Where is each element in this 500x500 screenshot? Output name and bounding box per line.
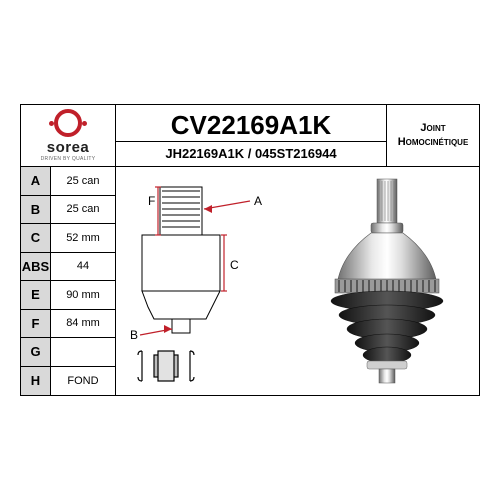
spec-val: 44	[51, 253, 115, 281]
spec-key: A	[21, 167, 51, 195]
spec-val: 52 mm	[51, 224, 115, 252]
type-line-1: Joint	[420, 122, 445, 134]
callout-a: A	[254, 194, 262, 208]
spec-key: E	[21, 281, 51, 309]
section-icon	[136, 345, 196, 387]
spec-val: 90 mm	[51, 281, 115, 309]
spec-key: C	[21, 224, 51, 252]
brand-logo: sorea DRIVEN BY QUALITY	[41, 109, 96, 162]
part-number: CV22169A1K	[116, 106, 386, 142]
brand-tagline: DRIVEN BY QUALITY	[41, 156, 96, 162]
spec-row: C 52 mm	[21, 224, 115, 253]
title-cell: CV22169A1K JH22169A1K / 045ST216944	[116, 105, 387, 166]
spec-val: 25 can	[51, 167, 115, 195]
spec-val: 84 mm	[51, 310, 115, 338]
spec-row: B 25 can	[21, 196, 115, 225]
spec-val: 25 can	[51, 196, 115, 224]
spec-key: H	[21, 367, 51, 396]
spec-row: A 25 can	[21, 167, 115, 196]
spec-table: A 25 can B 25 can C 52 mm ABS 44 E 90 mm…	[21, 167, 116, 395]
type-cell: Joint Homocinétique	[387, 105, 479, 166]
spec-card: sorea DRIVEN BY QUALITY CV22169A1K JH221…	[20, 104, 480, 396]
spec-row: ABS 44	[21, 253, 115, 282]
spec-val: FOND	[51, 367, 115, 396]
type-line-2: Homocinétique	[398, 136, 469, 148]
callout-c: C	[230, 258, 239, 272]
spec-val	[51, 338, 115, 366]
spec-row: F 84 mm	[21, 310, 115, 339]
body-row: A 25 can B 25 can C 52 mm ABS 44 E 90 mm…	[21, 167, 479, 395]
alt-numbers: JH22169A1K / 045ST216944	[116, 142, 386, 165]
spec-key: F	[21, 310, 51, 338]
logo-cell: sorea DRIVEN BY QUALITY	[21, 105, 116, 166]
spec-row: H FOND	[21, 367, 115, 396]
brand-name: sorea	[41, 139, 96, 156]
callout-f: F	[148, 194, 155, 208]
spec-key: ABS	[21, 253, 51, 281]
spec-row: G	[21, 338, 115, 367]
spec-row: E 90 mm	[21, 281, 115, 310]
logo-ring-icon	[54, 109, 82, 137]
callout-b: B	[130, 328, 138, 339]
spec-key: B	[21, 196, 51, 224]
technical-drawing-icon: F A C B	[122, 179, 297, 339]
diagram-area: F A C B	[116, 167, 479, 395]
header-row: sorea DRIVEN BY QUALITY CV22169A1K JH221…	[21, 105, 479, 167]
spec-key: G	[21, 338, 51, 366]
product-photo	[301, 175, 471, 385]
